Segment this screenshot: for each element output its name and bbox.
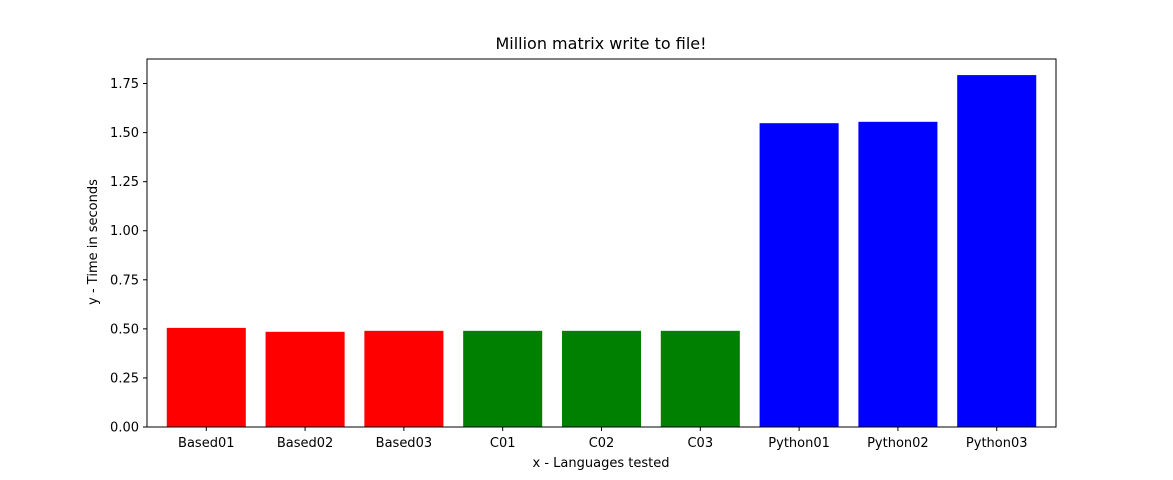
x-tick-label: Based01 (178, 436, 234, 451)
bar-based01 (166, 327, 246, 427)
axes-group: Based01 Based02 Based03 C01 C02 C03 Python01 Py… (110, 58, 1057, 451)
x-tick-label: C01 (490, 436, 516, 451)
y-tick-label: 1.50 (110, 126, 139, 141)
bar-based02 (265, 331, 345, 427)
x-tick-label: Based02 (277, 436, 333, 451)
bar-c01 (463, 330, 543, 427)
x-tick-label: Python03 (966, 436, 1028, 451)
x-tick-label: C03 (687, 436, 713, 451)
x-axis-label: x - Languages tested (533, 456, 670, 471)
y-tick-label: 0.75 (110, 273, 139, 288)
chart-title: Million matrix write to file! (495, 34, 706, 53)
bar-python01 (759, 123, 839, 428)
bar-python02 (858, 121, 938, 427)
y-tick-label: 0.00 (110, 421, 139, 436)
y-tick-label: 1.00 (110, 224, 139, 239)
bar-c02 (561, 330, 642, 427)
x-tick-label: Python01 (768, 436, 830, 451)
y-tick-label: 0.50 (110, 322, 139, 337)
y-tick-label: 1.75 (110, 77, 139, 92)
bar-python03 (957, 75, 1037, 427)
y-axis-label: y - Time in seconds (86, 179, 101, 305)
y-tick-label: 1.25 (110, 175, 139, 190)
x-tick-label: Based03 (376, 436, 432, 451)
y-tick-label: 0.25 (110, 371, 139, 386)
bar-c03 (660, 330, 740, 427)
bar-based03 (364, 330, 444, 427)
x-tick-label: C02 (589, 436, 615, 451)
bars-group (166, 75, 1037, 428)
x-tick-label: Python02 (867, 436, 929, 451)
